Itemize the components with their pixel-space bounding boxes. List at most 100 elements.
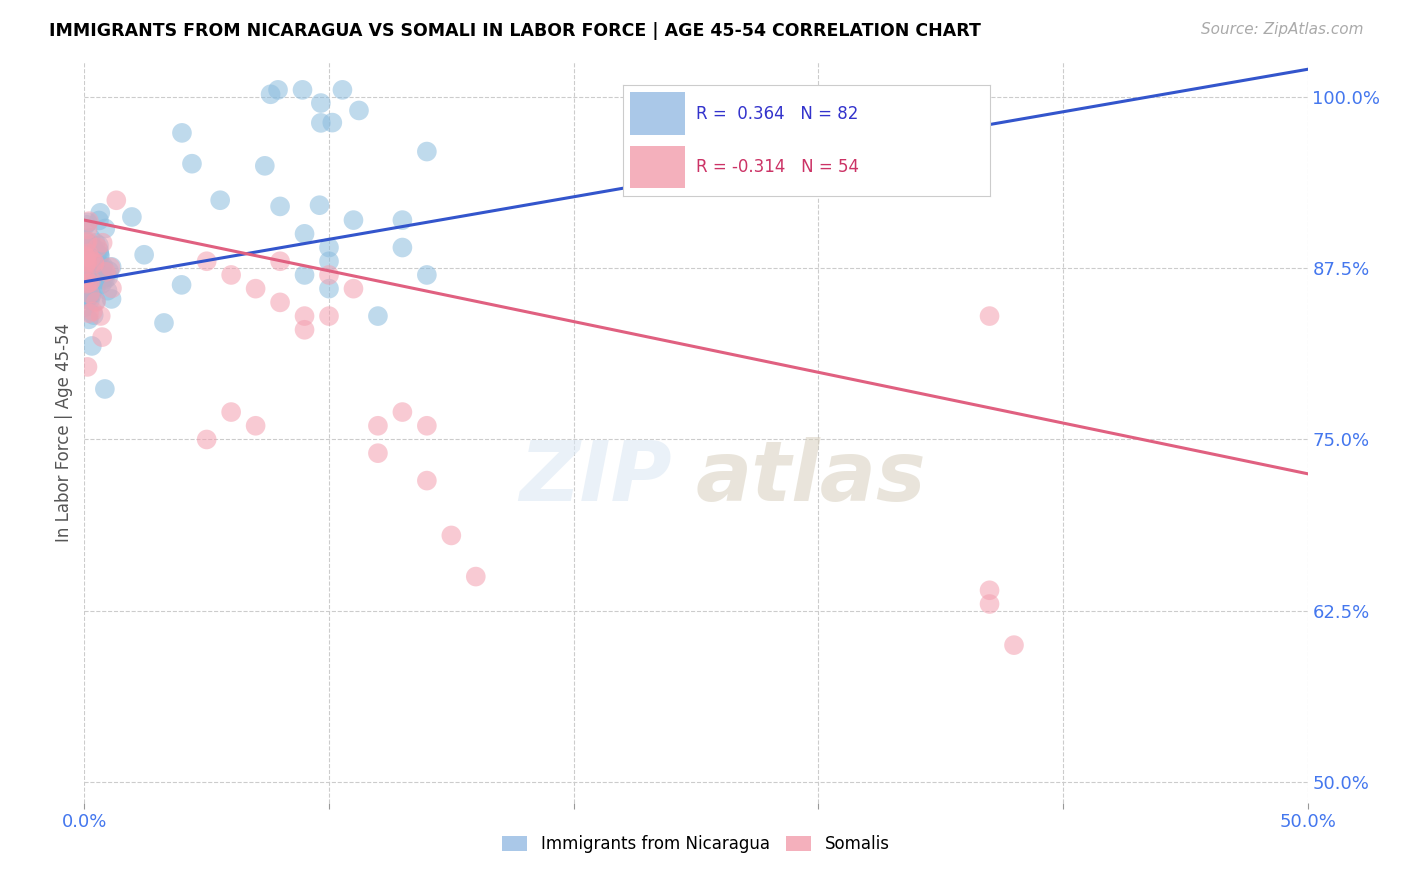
Point	[416, 418, 439, 433]
Point	[80, 274, 103, 288]
Point	[294, 227, 316, 241]
Point	[1002, 638, 1025, 652]
Point	[89, 248, 111, 262]
Point	[87, 266, 110, 280]
Point	[98, 264, 121, 278]
Point	[308, 198, 330, 212]
Point	[77, 214, 100, 228]
Point	[77, 306, 100, 320]
Point	[367, 418, 389, 433]
Text: Source: ZipAtlas.com: Source: ZipAtlas.com	[1201, 22, 1364, 37]
Point	[979, 583, 1001, 598]
Point	[80, 237, 103, 252]
Point	[96, 284, 118, 298]
Point	[170, 126, 193, 140]
Point	[89, 206, 111, 220]
Point	[84, 295, 107, 310]
Point	[83, 241, 105, 255]
Point	[269, 199, 291, 213]
Point	[318, 282, 340, 296]
Point	[342, 282, 364, 296]
Point	[209, 193, 232, 207]
Point	[75, 250, 97, 264]
Point	[79, 280, 101, 294]
Y-axis label: In Labor Force | Age 45-54: In Labor Force | Age 45-54	[55, 323, 73, 542]
Point	[76, 258, 98, 272]
Point	[416, 268, 439, 282]
Point	[100, 292, 122, 306]
Point	[73, 242, 96, 256]
Point	[75, 259, 97, 273]
Point	[195, 254, 218, 268]
Point	[83, 308, 105, 322]
Point	[134, 248, 156, 262]
Point	[75, 271, 97, 285]
Point	[416, 474, 439, 488]
Point	[84, 235, 107, 250]
Point	[91, 330, 114, 344]
Point	[79, 290, 101, 304]
Point	[76, 256, 98, 270]
Point	[75, 289, 97, 303]
Point	[367, 309, 389, 323]
Point	[73, 278, 96, 293]
Point	[87, 213, 110, 227]
Point	[90, 309, 112, 323]
Point	[80, 258, 103, 272]
Point	[219, 405, 242, 419]
Point	[245, 282, 267, 296]
Point	[90, 260, 112, 274]
Point	[269, 295, 291, 310]
Point	[84, 293, 107, 308]
Point	[80, 287, 103, 301]
Point	[294, 323, 316, 337]
Point	[90, 277, 112, 291]
Point	[294, 268, 316, 282]
Point	[100, 260, 122, 275]
Point	[82, 304, 104, 318]
Point	[269, 254, 291, 268]
Point	[94, 273, 117, 287]
Point	[73, 300, 96, 314]
Point	[318, 309, 340, 323]
Point	[93, 260, 115, 274]
Point	[94, 382, 117, 396]
Point	[342, 213, 364, 227]
Point	[76, 222, 98, 236]
Text: IMMIGRANTS FROM NICARAGUA VS SOMALI IN LABOR FORCE | AGE 45-54 CORRELATION CHART: IMMIGRANTS FROM NICARAGUA VS SOMALI IN L…	[49, 22, 981, 40]
Point	[195, 433, 218, 447]
Point	[440, 528, 463, 542]
Point	[83, 255, 105, 269]
Point	[253, 159, 276, 173]
Point	[416, 145, 439, 159]
Point	[94, 221, 117, 235]
Point	[91, 235, 114, 250]
Point	[86, 240, 108, 254]
Point	[153, 316, 176, 330]
Point	[170, 277, 193, 292]
Point	[80, 252, 103, 266]
Point	[79, 293, 101, 308]
Point	[73, 249, 96, 263]
Point	[79, 261, 101, 276]
Point	[321, 115, 343, 129]
Point	[76, 234, 98, 248]
Point	[318, 254, 340, 268]
Point	[101, 281, 124, 295]
Point	[121, 210, 143, 224]
Point	[84, 281, 107, 295]
Point	[75, 236, 97, 251]
Point	[75, 218, 97, 232]
Point	[87, 238, 110, 252]
Point	[97, 270, 120, 285]
Point	[80, 272, 103, 286]
Point	[79, 276, 101, 290]
Point	[76, 263, 98, 277]
Point	[89, 249, 111, 263]
Point	[294, 309, 316, 323]
Point	[89, 244, 111, 259]
Point	[76, 292, 98, 306]
Point	[259, 87, 281, 102]
Point	[75, 234, 97, 248]
Point	[75, 272, 97, 286]
